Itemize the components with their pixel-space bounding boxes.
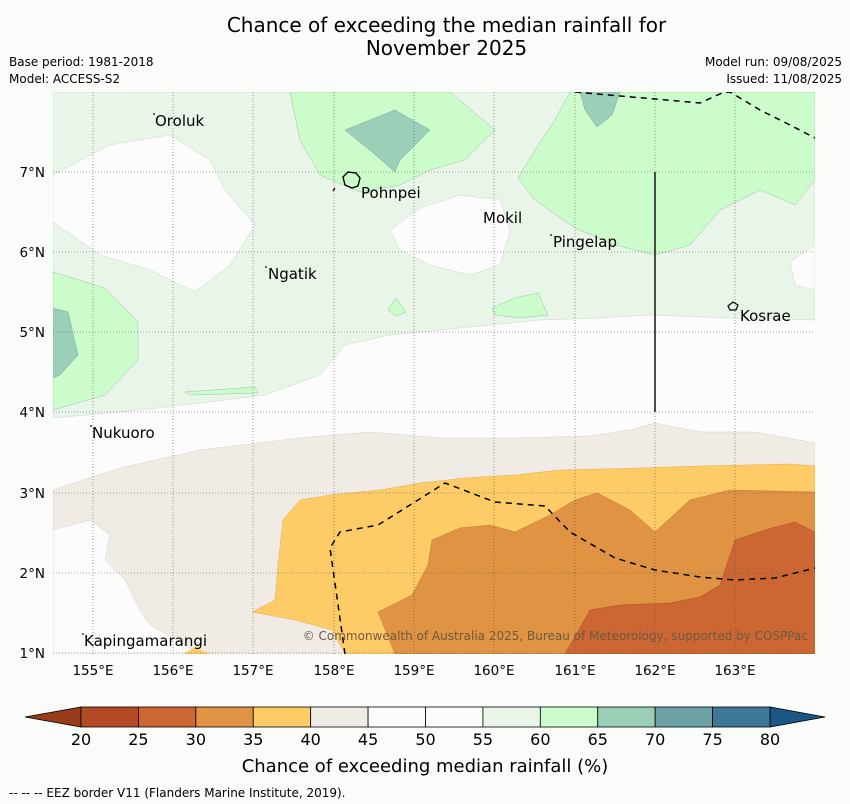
colorbar-over-arrow	[769, 706, 826, 728]
lat-tick: 4°N	[20, 405, 45, 421]
colorbar-tick: 20	[71, 730, 91, 749]
label-oroluk: Oroluk	[155, 112, 204, 130]
pingelap-atoll	[550, 234, 552, 236]
colorbar-bin	[539, 706, 599, 728]
model-run: Model run: 09/08/2025	[704, 55, 842, 69]
colorbar-tick: 45	[358, 730, 378, 749]
eez-border	[329, 92, 815, 654]
probability-map	[53, 92, 815, 654]
colorbar-bin	[80, 706, 139, 728]
base-period: Base period: 1981-2018	[9, 55, 154, 69]
colorbar-bin	[195, 706, 254, 728]
lon-tick: 157°E	[232, 663, 273, 679]
colorbar-bin	[712, 706, 771, 728]
map-title: Chance of exceeding the median rainfall …	[0, 14, 850, 60]
pohnpei-island	[342, 171, 361, 189]
colorbar: 20 25 30 35 40 45 50 55 60 65 70 75 80	[24, 706, 826, 749]
colorbar-bin	[310, 706, 369, 728]
contour-hole-central	[389, 194, 511, 276]
contour-beige-lobe	[105, 490, 200, 540]
contour-60-65-small2	[387, 297, 407, 317]
lat-tick: 3°N	[20, 486, 45, 502]
label-pingelap: Pingelap	[553, 233, 617, 251]
lat-tick: 5°N	[20, 325, 45, 341]
longitude-ticks: 155°E 156°E 157°E 158°E 159°E 160°E 161°…	[72, 663, 755, 679]
colorbar-bin	[252, 706, 312, 728]
colorbar-tick: 55	[473, 730, 493, 749]
colorbar-under-arrow	[24, 706, 82, 728]
colorbar-tick: 65	[588, 730, 608, 749]
contour-60-65-west	[53, 271, 139, 411]
lon-tick: 162°E	[634, 663, 675, 679]
lon-tick: 159°E	[393, 663, 434, 679]
label-pohnpei: Pohnpei	[361, 184, 421, 202]
oroluk-atoll	[153, 113, 155, 115]
colorbar-tick: 50	[415, 730, 435, 749]
label-mokil: Mokil	[483, 209, 522, 227]
colorbar-bin	[482, 706, 541, 728]
lon-tick: 163°E	[714, 663, 755, 679]
lon-tick: 156°E	[152, 663, 193, 679]
kosrae-island	[727, 301, 739, 311]
colorbar-tick: 60	[530, 730, 550, 749]
lon-tick: 161°E	[554, 663, 595, 679]
kapingamarangi-atoll	[82, 633, 84, 635]
label-kapingamarangi: Kapingamarangi	[84, 632, 207, 650]
contour-hole-east	[789, 244, 815, 291]
colorbar-tick: 75	[702, 730, 722, 749]
lat-tick: 6°N	[20, 245, 45, 261]
lat-tick: 7°N	[20, 165, 45, 181]
ngatik-atoll	[265, 266, 267, 268]
colorbar-bin	[654, 706, 713, 728]
colorbar-tick: 30	[186, 730, 206, 749]
label-kosrae: Kosrae	[740, 307, 791, 325]
title-line-1: Chance of exceeding the median rainfall …	[226, 13, 667, 37]
model-name: Model: ACCESS-S2	[9, 72, 121, 86]
label-ngatik: Ngatik	[268, 265, 317, 283]
meta-right: Model run: 09/08/2025 Issued: 11/08/2025	[705, 54, 842, 88]
lon-tick: 155°E	[72, 663, 113, 679]
contour-60-65-small3	[184, 386, 259, 396]
contour-35-40-small	[183, 647, 210, 654]
colorbar-bin	[138, 706, 197, 728]
issued-date: Issued: 11/08/2025	[726, 72, 842, 86]
colorbar-bin	[367, 706, 426, 728]
colorbar-tick: 40	[300, 730, 320, 749]
meta-left: Base period: 1981-2018 Model: ACCESS-S2	[9, 54, 154, 88]
contour-65-70-ne	[579, 92, 621, 128]
colorbar-tick: 80	[760, 730, 780, 749]
contour-hole-west	[53, 134, 256, 293]
lat-tick: 1°N	[20, 646, 45, 662]
colorbar-tick: 25	[128, 730, 148, 749]
colorbar-bin	[425, 706, 484, 728]
lon-tick: 160°E	[473, 663, 514, 679]
label-nukuoro: Nukuoro	[92, 424, 155, 442]
contour-white-sw	[53, 519, 201, 654]
pohnpei-islet	[332, 187, 336, 192]
contour-65-70-north	[344, 109, 431, 173]
title-line-2: November 2025	[365, 36, 528, 60]
contour-25-30	[564, 521, 815, 654]
contour-60-65-small1	[491, 292, 549, 319]
lat-tick: 2°N	[20, 566, 45, 582]
nukuoro-atoll	[90, 425, 92, 427]
graticule	[53, 92, 815, 654]
eez-footnote: -- -- -- EEZ border V11 (Flanders Marine…	[9, 786, 346, 800]
lon-tick: 158°E	[313, 663, 354, 679]
colorbar-label: Chance of exceeding median rainfall (%)	[242, 756, 609, 777]
colorbar-bin	[597, 706, 656, 728]
latitude-ticks: 7°N 6°N 5°N 4°N 3°N 2°N 1°N	[20, 165, 45, 662]
colorbar-tick: 35	[243, 730, 263, 749]
colorbar-tick: 70	[645, 730, 665, 749]
copyright-credit: © Commonwealth of Australia 2025, Bureau…	[303, 629, 808, 643]
contour-65-70-west	[53, 307, 79, 379]
